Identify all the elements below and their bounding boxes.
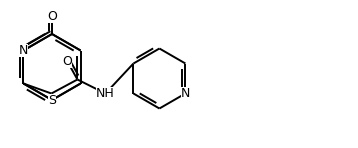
- Text: N: N: [181, 87, 190, 100]
- Text: O: O: [63, 55, 72, 68]
- Text: NH: NH: [96, 87, 115, 100]
- Text: S: S: [48, 94, 56, 107]
- Text: N: N: [19, 44, 28, 57]
- Text: O: O: [47, 9, 57, 22]
